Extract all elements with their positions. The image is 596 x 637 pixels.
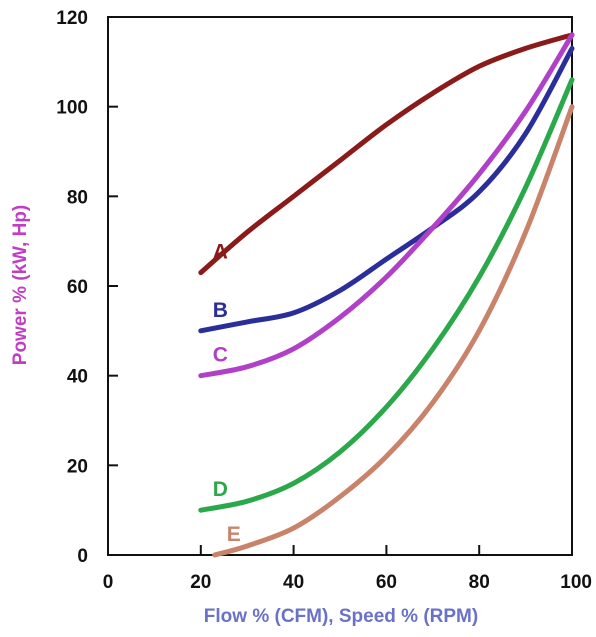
y-tick-label: 0 [77,546,88,567]
x-tick-label: 40 [283,572,304,593]
series-line-b [198,45,575,334]
series-label-a: A [213,241,228,264]
y-tick-label: 60 [67,277,88,298]
x-axis-title: Flow % (CFM), Speed % (RPM) [204,606,478,627]
series-line-d [198,77,575,513]
x-tick-label: 0 [103,572,114,593]
y-tick-label: 80 [67,187,88,208]
y-axis-title: Power % (kW, Hp) [10,205,31,365]
x-tick-label: 20 [190,572,211,593]
series-label-c: C [213,344,228,367]
tick-marks: 0 20 40 60 80 100 120 0 20 40 60 80 100 [56,8,592,593]
y-tick-label: 20 [67,456,88,477]
x-tick-label: 60 [376,572,397,593]
series-label-d: D [213,478,228,501]
series-labels: A BC DE [213,241,241,546]
series-line-a [198,32,575,276]
y-tick-label: 100 [56,98,88,119]
x-tick-label: 80 [469,572,490,593]
series-label-b: B [213,299,228,322]
series-label-e: E [227,523,241,546]
y-tick-label: 120 [56,8,88,29]
y-tick-label: 40 [67,367,88,388]
series-line-e [212,104,575,558]
series-line-c [198,32,575,379]
x-tick-label: 100 [560,572,592,593]
series-lines [198,32,575,558]
